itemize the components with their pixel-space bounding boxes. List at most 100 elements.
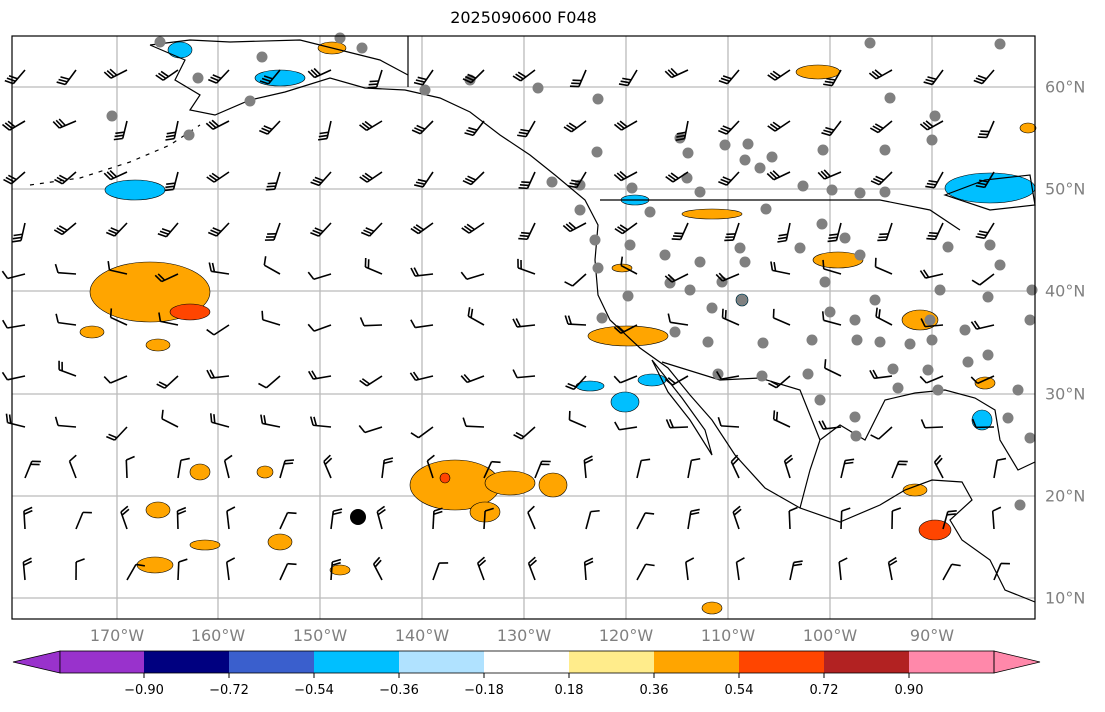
wind-barb — [919, 269, 944, 279]
station-dot — [934, 284, 946, 296]
wind-barb — [870, 426, 893, 440]
wind-barb — [359, 171, 383, 183]
latitude-label: 50°N — [1045, 179, 1086, 199]
shaded-region — [701, 601, 723, 615]
shaded-region — [169, 303, 211, 321]
wind-barb — [462, 417, 485, 428]
wind-barb — [777, 222, 791, 243]
wind-barb — [732, 505, 742, 530]
wind-barb — [105, 222, 128, 237]
wind-barb — [207, 222, 230, 237]
shaded-region — [79, 325, 105, 339]
wind-barb — [426, 454, 435, 479]
wind-barb — [410, 222, 434, 235]
wind-barb — [870, 171, 893, 186]
station-dot — [532, 82, 544, 94]
colorbar-segment — [569, 651, 654, 673]
station-dot — [1026, 284, 1038, 296]
wind-barb — [58, 360, 77, 377]
station-dot — [854, 187, 866, 199]
wind-barb — [868, 69, 893, 80]
wind-barb — [55, 313, 77, 326]
station-dot — [574, 204, 586, 216]
colorbar-tick-label: 0.36 — [639, 683, 669, 698]
wind-barb — [462, 171, 485, 186]
shaded-region — [189, 463, 211, 481]
wind-barb — [265, 171, 281, 191]
station-dot — [682, 147, 694, 159]
wind-barb — [971, 273, 995, 286]
latitude-label: 30°N — [1045, 384, 1086, 404]
wind-barb — [583, 557, 594, 581]
wind-barb — [309, 416, 332, 428]
wind-barb — [512, 369, 536, 379]
wind-barb — [410, 426, 434, 439]
wind-barb — [970, 375, 995, 385]
shaded-region — [902, 483, 928, 497]
wind-barb — [461, 222, 485, 234]
wind-barb — [432, 507, 443, 530]
station-dot — [739, 154, 751, 166]
wind-barb — [920, 318, 944, 328]
shaded-region — [329, 564, 351, 576]
station-dot — [851, 334, 863, 346]
wind-barb — [206, 171, 230, 183]
wind-barb — [564, 315, 587, 326]
station-dot — [334, 32, 346, 44]
station-dot — [839, 232, 851, 244]
wind-barb — [919, 120, 944, 131]
station-dot — [592, 93, 604, 105]
wind-barb — [721, 308, 740, 326]
wind-barb — [772, 308, 791, 326]
wind-barb — [307, 271, 332, 280]
wind-barb — [942, 563, 961, 581]
wind-barb — [165, 120, 179, 141]
wind-barb — [208, 262, 230, 275]
wind-barb — [875, 307, 893, 326]
longitude-label: 150°W — [292, 626, 348, 645]
wind-barb — [310, 171, 332, 187]
colorbar-segment — [484, 651, 569, 673]
wind-barb — [263, 256, 281, 275]
wind-barb — [718, 171, 740, 186]
wind-barb — [176, 506, 187, 530]
wind-barb — [665, 418, 689, 429]
shaded-region — [538, 472, 568, 498]
wind-barb — [359, 317, 383, 327]
wind-barb — [1, 120, 26, 131]
station-dot — [754, 162, 766, 174]
station-dot — [589, 234, 601, 246]
shaded-region — [145, 338, 171, 352]
wind-barb — [158, 312, 179, 326]
station-dot — [819, 276, 831, 288]
station-dot — [1024, 432, 1036, 444]
wind-barb — [687, 457, 701, 479]
wind-barb — [838, 557, 848, 581]
station-dot — [850, 430, 862, 442]
wind-barb — [512, 69, 536, 82]
colorbar-tick-label: 0.54 — [724, 683, 754, 698]
longitude-label: 170°W — [89, 626, 145, 645]
longitude-label: 90°W — [909, 626, 955, 645]
station-dot — [797, 180, 809, 192]
wind-barb — [381, 457, 394, 479]
wind-barb — [279, 511, 297, 530]
wind-barb — [164, 171, 179, 192]
station-dot — [574, 179, 586, 191]
wind-barb — [993, 457, 1007, 479]
wind-barb — [817, 169, 842, 180]
wind-barb — [821, 120, 842, 137]
wind-barb — [517, 258, 536, 275]
tropical-cyclone-marker — [350, 509, 366, 525]
wind-barb — [891, 460, 908, 479]
wind-barb — [154, 273, 179, 283]
longitude-label: 100°W — [802, 626, 858, 645]
colorbar-tick-label: −0.18 — [464, 683, 504, 698]
wind-barb — [208, 69, 230, 84]
shaded-region — [267, 533, 293, 551]
station-dot — [694, 256, 706, 268]
wind-barb — [476, 556, 487, 581]
wind-barb — [993, 562, 1010, 581]
station-dot — [736, 294, 748, 306]
